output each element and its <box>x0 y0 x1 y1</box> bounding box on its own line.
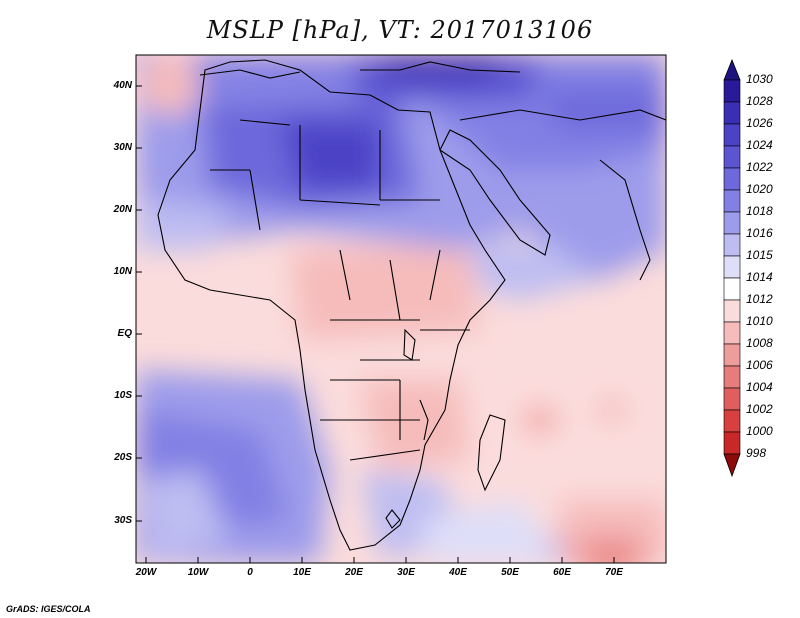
lat-label-30s: 30S <box>114 515 132 526</box>
colorbar-label: 1004 <box>746 380 773 394</box>
lon-label-40e: 40E <box>449 567 467 578</box>
lat-label-10n: 10N <box>113 266 132 277</box>
colorbar-label: 1024 <box>746 138 773 152</box>
colorbar-label: 1020 <box>746 182 773 196</box>
colorbar-label: 1002 <box>746 402 773 416</box>
lon-label-20w: 20W <box>135 567 157 578</box>
colorbar-bottom-arrow <box>723 453 741 478</box>
colorbar-swatch <box>723 233 741 257</box>
colorbar-label: 1012 <box>746 292 773 306</box>
colorbar-swatch <box>723 255 741 279</box>
lon-label-30e: 30E <box>397 567 415 578</box>
colorbar-swatch <box>723 101 741 125</box>
lat-label-10s: 10S <box>114 390 132 401</box>
map-title: MSLP [hPa], VT: 2017013106 <box>206 16 594 44</box>
colorbar-swatch <box>723 167 741 191</box>
colorbar <box>723 58 741 478</box>
colorbar-label: 1010 <box>746 314 773 328</box>
colorbar-label: 1006 <box>746 358 773 372</box>
lon-label-10w: 10W <box>187 567 209 578</box>
colorbar-label: 1026 <box>746 116 773 130</box>
colorbar-label: 1018 <box>746 204 773 218</box>
lat-label-20s: 20S <box>114 452 132 463</box>
colorbar-top-arrow <box>723 58 741 81</box>
colorbar-swatch <box>723 145 741 169</box>
colorbar-swatch <box>723 211 741 235</box>
colorbar-label: 1000 <box>746 424 773 438</box>
footer-credit: GrADS: IGES/COLA <box>6 604 91 614</box>
colorbar-swatch <box>723 277 741 301</box>
lon-label-60e: 60E <box>553 567 571 578</box>
colorbar-label: 1014 <box>746 270 773 284</box>
colorbar-swatch <box>723 387 741 411</box>
colorbar-label: 1015 <box>746 248 773 262</box>
coastlines <box>157 59 666 551</box>
lon-label-70e: 70E <box>605 567 623 578</box>
lon-label-0: 0 <box>247 567 253 578</box>
lon-label-10e: 10E <box>293 567 311 578</box>
map-frame <box>135 54 667 564</box>
lat-label-eq: EQ <box>117 328 132 339</box>
axis-ticks <box>136 85 615 563</box>
colorbar-label: 1016 <box>746 226 773 240</box>
colorbar-swatch <box>723 343 741 367</box>
pressure-field <box>136 55 666 563</box>
colorbar-swatch <box>723 321 741 345</box>
colorbar-swatch <box>723 409 741 433</box>
colorbar-swatch <box>723 365 741 389</box>
colorbar-label: 1028 <box>746 94 773 108</box>
lat-label-40n: 40N <box>113 80 132 91</box>
lat-label-30n: 30N <box>113 142 132 153</box>
colorbar-swatch <box>723 79 741 103</box>
colorbar-swatch <box>723 431 741 455</box>
colorbar-swatch <box>723 299 741 323</box>
colorbar-label: 1030 <box>746 72 773 86</box>
colorbar-swatch <box>723 189 741 213</box>
colorbar-label: 998 <box>746 446 767 460</box>
lon-label-20e: 20E <box>345 567 363 578</box>
lon-label-50e: 50E <box>501 567 519 578</box>
lat-label-20n: 20N <box>113 204 132 215</box>
colorbar-swatch <box>723 123 741 147</box>
colorbar-label: 1022 <box>746 160 773 174</box>
colorbar-label: 1008 <box>746 336 773 350</box>
